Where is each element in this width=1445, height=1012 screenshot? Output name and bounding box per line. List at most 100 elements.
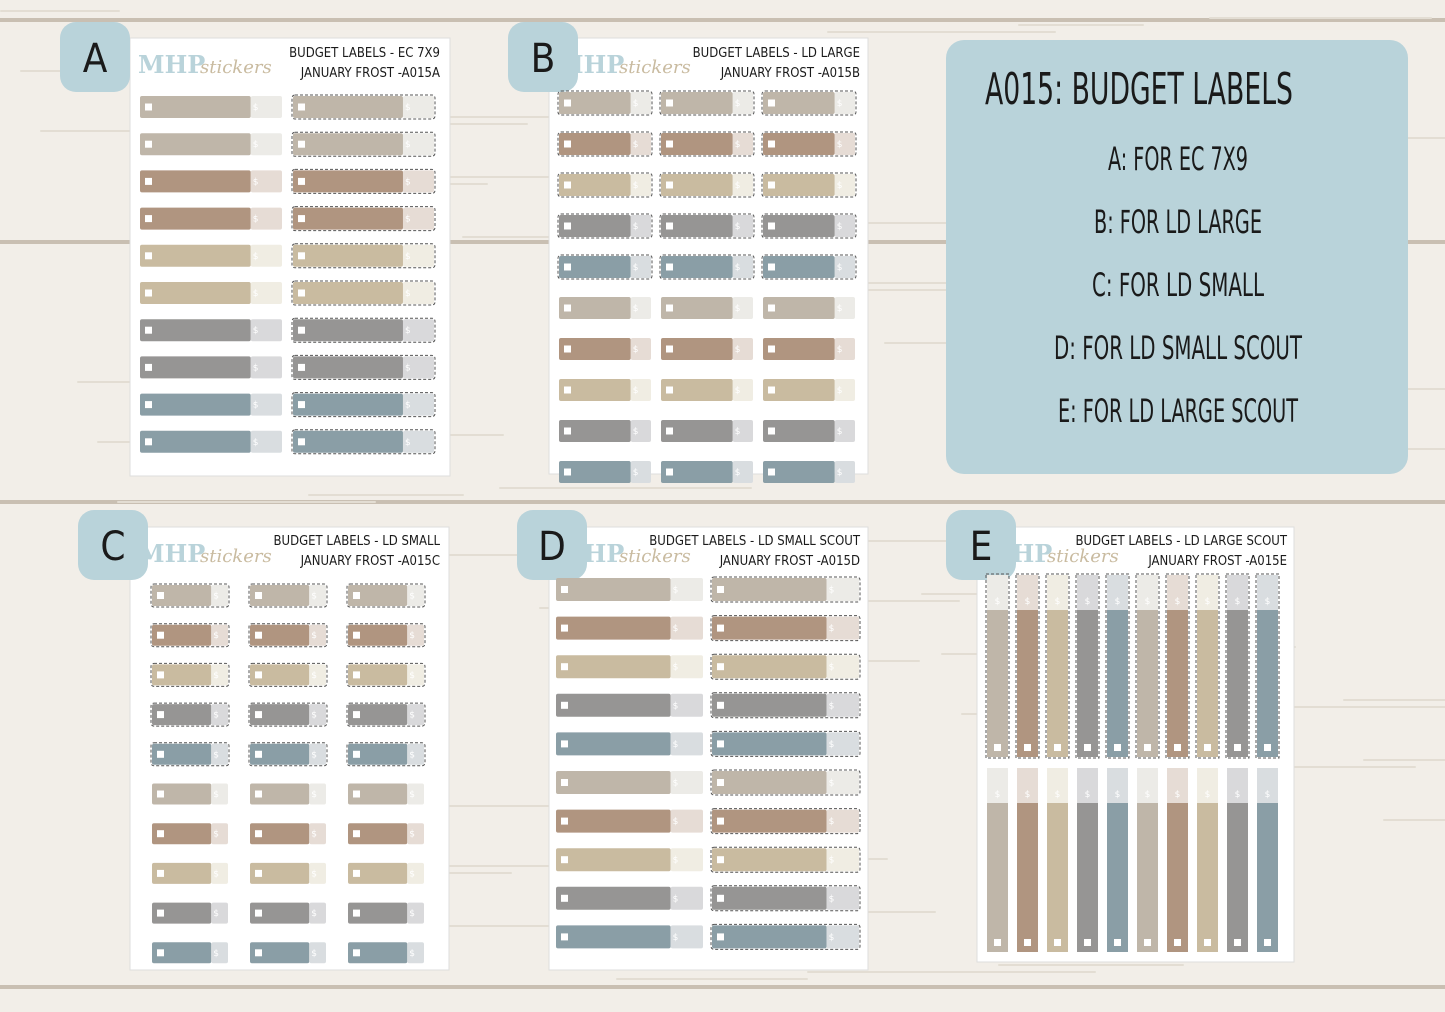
- sticker-symbol: $: [1055, 597, 1061, 607]
- sticker-checkbox: [298, 252, 305, 260]
- sticker-stub: [250, 244, 282, 267]
- sticker-symbol: $: [735, 386, 741, 396]
- sticker-body: [348, 624, 408, 646]
- sticker-checkbox: [145, 326, 152, 334]
- sticker-stub: [407, 585, 424, 606]
- sticker-symbol: $: [829, 624, 835, 634]
- sticker-checkbox: [157, 830, 164, 838]
- sticker-symbol: $: [311, 671, 317, 681]
- sticker-symbol: $: [405, 140, 411, 150]
- sticker-stub: [1137, 768, 1158, 803]
- sticker-body: [250, 783, 310, 805]
- sticker-symbol: $: [409, 869, 415, 879]
- info-lines: A: FOR EC 7X9 B: FOR LD LARGE C: FOR LD SM…: [1054, 140, 1302, 430]
- sticker-stub: [309, 624, 326, 646]
- sticker-body: [763, 297, 835, 319]
- sticker-symbol: $: [633, 427, 639, 437]
- sticker-checkbox: [561, 624, 568, 632]
- sticker-stub: [1257, 768, 1278, 803]
- sticker-symbol: $: [633, 99, 639, 109]
- letter-badge: [78, 510, 148, 580]
- sticker-checkbox: [255, 909, 262, 917]
- plank-seam: [0, 18, 1445, 22]
- sticker-stub: [407, 704, 424, 726]
- cut-line: [659, 172, 755, 198]
- sticker-body: [348, 664, 408, 686]
- sticker-body: [661, 92, 733, 114]
- cut-line: [659, 90, 755, 116]
- sticker-stub: [826, 616, 859, 640]
- sticker-body: [1107, 803, 1128, 952]
- cut-line: [985, 573, 1010, 759]
- sticker-body: [1227, 610, 1248, 757]
- wood-grain: [1018, 24, 1144, 26]
- sticker-symbol: $: [253, 401, 259, 411]
- info-panel: [946, 40, 1408, 474]
- sticker-stub: [987, 768, 1008, 803]
- cut-line: [710, 615, 861, 642]
- sticker-checkbox: [298, 289, 305, 297]
- sticker-symbol: $: [673, 663, 679, 673]
- sticker-stub: [732, 379, 753, 401]
- sticker-body: [293, 319, 403, 342]
- sticker-body: [763, 338, 835, 360]
- sticker-checkbox: [717, 856, 724, 864]
- sticker-body: [556, 809, 671, 833]
- sticker-body: [293, 96, 403, 118]
- sticker-checkbox: [1084, 939, 1091, 946]
- sheet-title: BUDGET LABELS - EC 7X9: [289, 46, 440, 61]
- cut-line: [557, 90, 653, 116]
- sticker-symbol: $: [1085, 790, 1091, 800]
- sticker-body: [1227, 803, 1248, 952]
- sticker-checkbox: [255, 790, 262, 798]
- sticker-body: [140, 282, 251, 304]
- sticker-checkbox: [157, 750, 164, 758]
- letter-label: B: [531, 36, 556, 82]
- sticker-checkbox: [353, 830, 360, 838]
- cut-line: [710, 576, 861, 603]
- sticker-body: [763, 215, 835, 237]
- sticker-stub: [407, 664, 424, 686]
- sticker-stub: [402, 170, 434, 193]
- sticker-symbol: $: [1115, 597, 1121, 607]
- sticker-checkbox: [255, 631, 262, 639]
- sticker-checkbox: [298, 363, 305, 371]
- cut-line: [710, 653, 861, 680]
- sticker-stub: [630, 92, 651, 114]
- sticker-stub: [309, 823, 326, 845]
- sticker-symbol: $: [213, 711, 219, 721]
- sticker-checkbox: [666, 345, 673, 353]
- sticker-symbol: $: [735, 99, 741, 109]
- cut-line: [248, 583, 328, 608]
- sticker-symbol: $: [1235, 790, 1241, 800]
- sticker-symbol: $: [409, 592, 415, 602]
- sticker-symbol: $: [409, 830, 415, 840]
- sticker-symbol: $: [673, 701, 679, 711]
- sticker-symbol: $: [1145, 597, 1151, 607]
- sticker-symbol: $: [405, 215, 411, 225]
- sticker-checkbox: [717, 701, 724, 709]
- sticker-symbol: $: [673, 740, 679, 750]
- sticker-body: [712, 578, 827, 601]
- sticker-body: [140, 96, 251, 118]
- sticker-checkbox: [157, 909, 164, 917]
- sticker-symbol: $: [405, 103, 411, 113]
- sticker-stub: [1137, 575, 1158, 610]
- sticker-body: [712, 771, 827, 794]
- sheet-subtitle: JANUARY FROST -A015A: [300, 66, 440, 81]
- sticker-symbol: $: [829, 894, 835, 904]
- sticker-symbol: $: [405, 289, 411, 299]
- cut-line: [1105, 573, 1130, 759]
- cut-line: [1075, 573, 1100, 759]
- sticker-body: [661, 215, 733, 237]
- cut-line: [291, 168, 436, 194]
- sticker-stub: [630, 174, 651, 196]
- sticker-stub: [402, 356, 434, 379]
- wood-grain: [616, 978, 808, 980]
- sticker-checkbox: [157, 869, 164, 877]
- sticker-stub: [670, 578, 703, 601]
- sticker-checkbox: [1114, 939, 1121, 946]
- sticker-body: [763, 133, 835, 155]
- sticker-stub: [732, 256, 753, 278]
- sticker-body: [152, 664, 212, 686]
